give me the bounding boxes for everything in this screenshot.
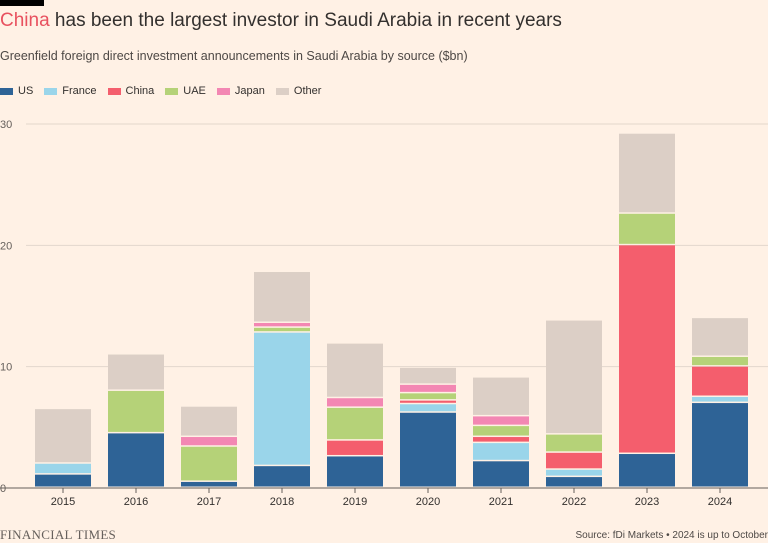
legend-label-china: China — [125, 85, 155, 97]
bar-us-2015 — [35, 474, 91, 487]
legend-label-us: US — [18, 85, 34, 97]
title-highlight: China — [0, 10, 50, 31]
bar-japan-2019 — [327, 398, 383, 407]
bar-us-2022 — [546, 477, 602, 487]
y-tick-label-0: 0 — [0, 483, 6, 495]
legend-label-japan: Japan — [234, 85, 265, 97]
legend-label-france: France — [62, 85, 97, 97]
bar-china-2019 — [327, 440, 383, 455]
legend-item-china: China — [107, 85, 155, 97]
bar-japan-2020 — [400, 384, 456, 392]
legend-swatch-china — [107, 87, 121, 95]
bar-uae-2016 — [108, 390, 164, 432]
bar-uae-2019 — [327, 407, 383, 440]
x-tick-label-2024: 2024 — [708, 496, 732, 508]
legend-item-other: Other — [275, 85, 322, 97]
legend-label-other: Other — [293, 85, 322, 97]
bar-us-2017 — [181, 481, 237, 487]
legend-item-japan: Japan — [216, 85, 265, 97]
bar-china-2022 — [546, 452, 602, 469]
bar-us-2020 — [400, 412, 456, 487]
legend-item-france: France — [44, 85, 97, 97]
bar-other-2016 — [108, 354, 164, 390]
legend-item-uae: UAE — [165, 85, 206, 97]
bar-other-2022 — [546, 320, 602, 434]
legend-swatch-other — [275, 87, 289, 95]
bar-other-2021 — [473, 377, 529, 415]
chart-title: China has been the largest investor in S… — [0, 10, 562, 32]
bar-china-2021 — [473, 437, 529, 442]
y-tick-label-10: 10 — [0, 362, 12, 374]
brand-footer: FINANCIAL TIMES — [0, 527, 117, 542]
bar-france-2021 — [473, 443, 529, 460]
brand-bar — [0, 0, 44, 6]
bar-uae-2024 — [692, 356, 748, 366]
bar-uae-2017 — [181, 446, 237, 481]
y-tick-label-20: 20 — [0, 240, 12, 252]
bar-france-2015 — [35, 463, 91, 474]
bar-other-2024 — [692, 318, 748, 356]
x-tick-label-2022: 2022 — [562, 496, 586, 508]
bar-us-2023 — [619, 454, 675, 487]
legend-label-uae: UAE — [183, 85, 206, 97]
x-tick-label-2020: 2020 — [416, 496, 440, 508]
bar-japan-2017 — [181, 437, 237, 446]
chart-legend: US France China UAE Japan Other — [0, 85, 332, 97]
x-tick-label-2015: 2015 — [51, 496, 75, 508]
bar-us-2019 — [327, 456, 383, 487]
bar-japan-2021 — [473, 416, 529, 425]
title-text: has been the largest investor in Saudi A… — [49, 10, 562, 31]
legend-swatch-france — [44, 87, 58, 95]
x-tick-label-2017: 2017 — [197, 496, 221, 508]
bar-china-2023 — [619, 245, 675, 453]
bar-other-2020 — [400, 367, 456, 384]
bar-uae-2018 — [254, 327, 310, 332]
bar-other-2015 — [35, 409, 91, 463]
bar-us-2024 — [692, 403, 748, 487]
bar-other-2017 — [181, 406, 237, 436]
bar-uae-2020 — [400, 393, 456, 400]
chart-subtitle: Greenfield foreign direct investment ann… — [0, 49, 468, 63]
legend-swatch-us — [0, 87, 13, 95]
x-tick-label-2016: 2016 — [124, 496, 148, 508]
x-tick-label-2019: 2019 — [343, 496, 367, 508]
bar-uae-2022 — [546, 434, 602, 452]
bar-china-2020 — [400, 400, 456, 403]
x-tick-label-2023: 2023 — [635, 496, 659, 508]
bar-other-2023 — [619, 133, 675, 213]
bar-other-2019 — [327, 343, 383, 397]
bar-us-2018 — [254, 466, 310, 487]
bar-japan-2018 — [254, 322, 310, 327]
bar-france-2022 — [546, 469, 602, 476]
bar-france-2020 — [400, 404, 456, 412]
legend-swatch-japan — [216, 87, 230, 95]
y-tick-label-30: 30 — [0, 119, 12, 131]
bar-uae-2021 — [473, 426, 529, 436]
x-tick-label-2018: 2018 — [270, 496, 294, 508]
bar-us-2016 — [108, 433, 164, 487]
legend-swatch-uae — [165, 87, 179, 95]
bar-uae-2023 — [619, 213, 675, 244]
bar-us-2021 — [473, 461, 529, 487]
bar-china-2024 — [692, 366, 748, 396]
legend-item-us: US — [0, 85, 33, 97]
bar-other-2018 — [254, 272, 310, 322]
source-note: Source: fDi Markets • 2024 is up to Octo… — [575, 530, 768, 541]
bar-france-2018 — [254, 332, 310, 465]
x-tick-label-2021: 2021 — [489, 496, 513, 508]
bar-france-2024 — [692, 397, 748, 402]
